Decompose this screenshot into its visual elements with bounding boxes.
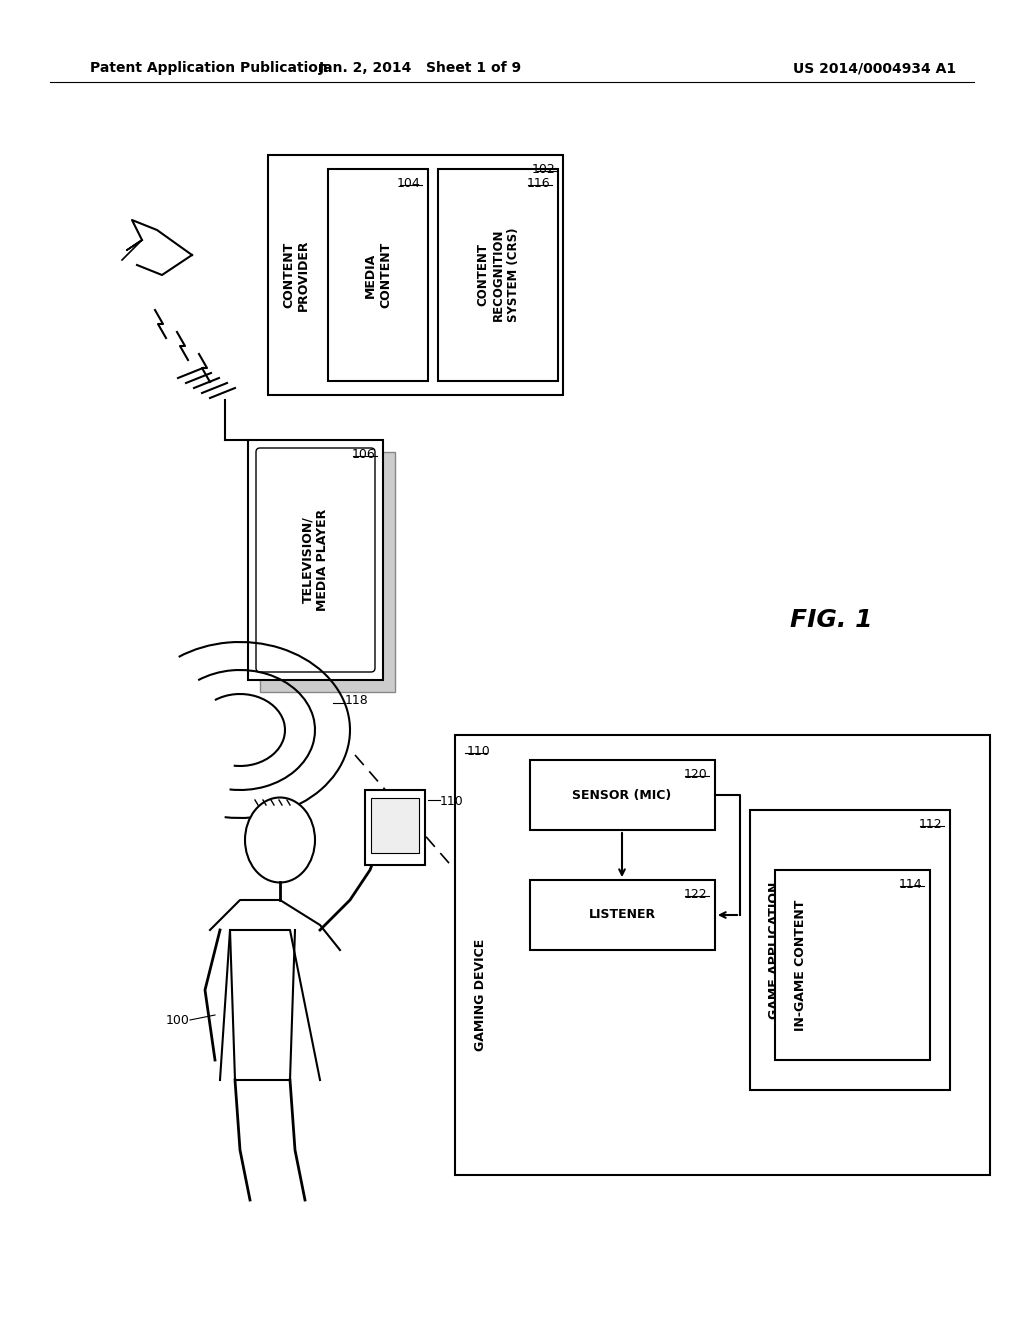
Text: 118: 118 xyxy=(345,693,369,706)
Text: 116: 116 xyxy=(526,177,550,190)
Text: CONTENT
RECOGNITION
SYSTEM (CRS): CONTENT RECOGNITION SYSTEM (CRS) xyxy=(476,228,519,322)
Text: 120: 120 xyxy=(683,768,707,781)
Text: MEDIA
CONTENT: MEDIA CONTENT xyxy=(364,242,392,308)
Text: 104: 104 xyxy=(396,177,420,190)
Bar xyxy=(328,169,428,381)
Text: Patent Application Publication: Patent Application Publication xyxy=(90,61,328,75)
Text: TELEVISION/
MEDIA PLAYER: TELEVISION/ MEDIA PLAYER xyxy=(301,510,329,611)
Text: FIG. 1: FIG. 1 xyxy=(790,609,872,632)
Bar xyxy=(750,810,950,1090)
Text: 100: 100 xyxy=(166,1014,190,1027)
Bar xyxy=(260,451,395,692)
Text: 110: 110 xyxy=(467,744,490,758)
Text: 102: 102 xyxy=(531,162,555,176)
Bar xyxy=(365,789,425,865)
Bar xyxy=(775,870,930,1060)
Text: Jan. 2, 2014   Sheet 1 of 9: Jan. 2, 2014 Sheet 1 of 9 xyxy=(318,61,521,75)
Text: 122: 122 xyxy=(683,888,707,902)
Text: 114: 114 xyxy=(898,878,922,891)
Bar xyxy=(371,799,419,853)
Text: CONTENT
PROVIDER: CONTENT PROVIDER xyxy=(282,239,310,310)
Text: 110: 110 xyxy=(440,795,464,808)
Text: 106: 106 xyxy=(351,447,375,461)
Text: LISTENER: LISTENER xyxy=(589,908,655,921)
Text: SENSOR (MIC): SENSOR (MIC) xyxy=(572,788,672,801)
FancyBboxPatch shape xyxy=(256,447,375,672)
Bar xyxy=(248,440,383,680)
Bar xyxy=(438,169,558,381)
Text: US 2014/0004934 A1: US 2014/0004934 A1 xyxy=(794,61,956,75)
Bar xyxy=(268,154,563,395)
Bar xyxy=(530,880,715,950)
Bar xyxy=(530,760,715,830)
Bar xyxy=(455,735,990,1175)
Text: 112: 112 xyxy=(919,818,942,832)
Text: IN-GAME CONTENT: IN-GAME CONTENT xyxy=(794,899,807,1031)
Text: GAMING DEVICE: GAMING DEVICE xyxy=(473,939,486,1051)
Text: GAME APPLICATION: GAME APPLICATION xyxy=(768,882,781,1019)
Ellipse shape xyxy=(245,797,315,883)
